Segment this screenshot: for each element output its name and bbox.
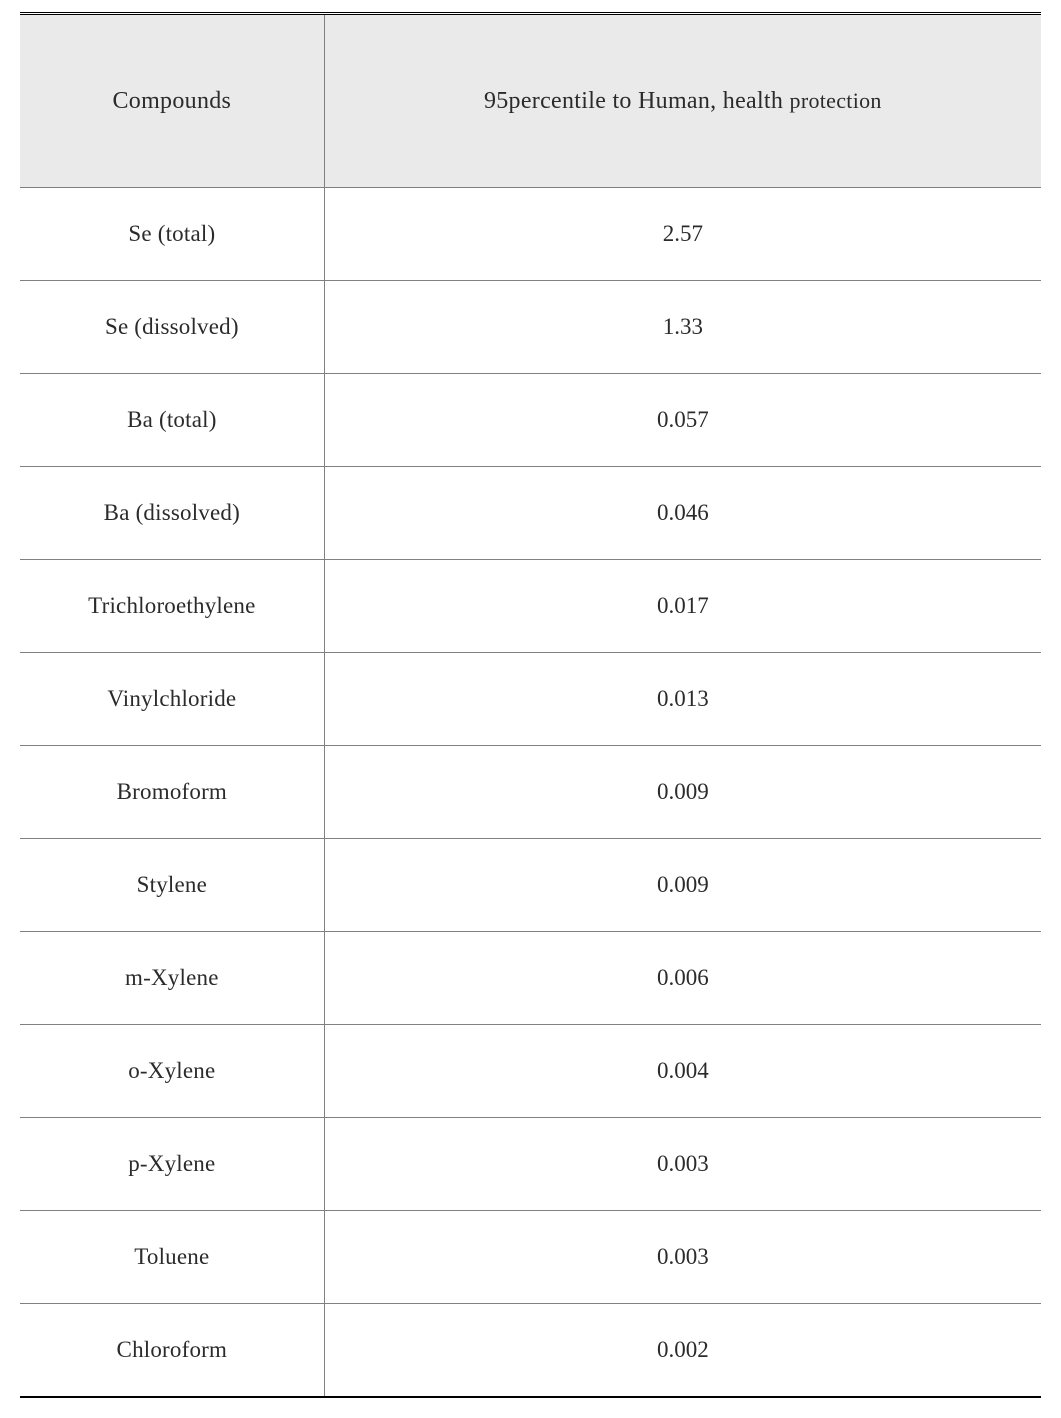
table-row: Ba (dissolved)0.046	[20, 467, 1041, 560]
cell-compound: Ba (dissolved)	[20, 467, 324, 560]
table-row: Se (dissolved)1.33	[20, 281, 1041, 374]
cell-value: 0.013	[324, 653, 1041, 746]
col-header-value: 95percentile to Human, health protection	[324, 14, 1041, 188]
table-row: Ba (total)0.057	[20, 374, 1041, 467]
cell-value: 0.003	[324, 1211, 1041, 1304]
cell-compound: Vinylchloride	[20, 653, 324, 746]
cell-compound: Se (total)	[20, 188, 324, 281]
table-row: Vinylchloride0.013	[20, 653, 1041, 746]
cell-value: 0.006	[324, 932, 1041, 1025]
table-header-row: Compounds 95percentile to Human, health …	[20, 14, 1041, 188]
col-header-value-text-b: protection	[790, 88, 882, 113]
cell-compound: Ba (total)	[20, 374, 324, 467]
col-header-compounds: Compounds	[20, 14, 324, 188]
cell-value: 0.009	[324, 746, 1041, 839]
cell-compound: Toluene	[20, 1211, 324, 1304]
cell-value: 0.004	[324, 1025, 1041, 1118]
cell-compound: o-Xylene	[20, 1025, 324, 1118]
cell-compound: Stylene	[20, 839, 324, 932]
table-row: Toluene0.003	[20, 1211, 1041, 1304]
cell-value: 0.046	[324, 467, 1041, 560]
cell-compound: Se (dissolved)	[20, 281, 324, 374]
table-row: m-Xylene0.006	[20, 932, 1041, 1025]
cell-compound: p-Xylene	[20, 1118, 324, 1211]
cell-value: 1.33	[324, 281, 1041, 374]
table-row: p-Xylene0.003	[20, 1118, 1041, 1211]
compounds-table: Compounds 95percentile to Human, health …	[20, 12, 1041, 1398]
cell-value: 0.003	[324, 1118, 1041, 1211]
cell-value: 0.017	[324, 560, 1041, 653]
table-row: Bromoform0.009	[20, 746, 1041, 839]
cell-value: 0.057	[324, 374, 1041, 467]
table-body: Se (total)2.57Se (dissolved)1.33Ba (tota…	[20, 188, 1041, 1398]
table-row: Trichloroethylene0.017	[20, 560, 1041, 653]
cell-value: 0.009	[324, 839, 1041, 932]
col-header-value-text-a: 95percentile to Human, health	[484, 88, 783, 114]
cell-compound: Bromoform	[20, 746, 324, 839]
table-row: o-Xylene0.004	[20, 1025, 1041, 1118]
cell-compound: Chloroform	[20, 1304, 324, 1398]
cell-value: 0.002	[324, 1304, 1041, 1398]
cell-compound: m-Xylene	[20, 932, 324, 1025]
cell-value: 2.57	[324, 188, 1041, 281]
cell-compound: Trichloroethylene	[20, 560, 324, 653]
col-header-compounds-text: Compounds	[112, 88, 231, 114]
table-row: Chloroform0.002	[20, 1304, 1041, 1398]
table-row: Stylene0.009	[20, 839, 1041, 932]
table-row: Se (total)2.57	[20, 188, 1041, 281]
